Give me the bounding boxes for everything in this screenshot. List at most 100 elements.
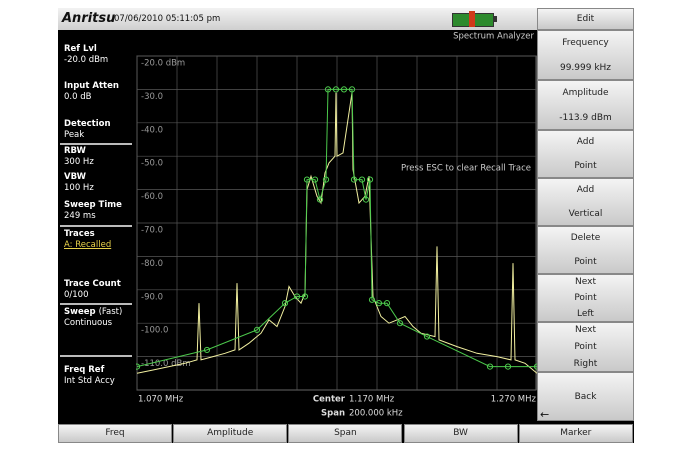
trace-point <box>316 196 324 203</box>
softkey-text: Next <box>575 325 596 336</box>
setting-value: 249 ms <box>64 211 96 221</box>
trace-point <box>486 363 494 370</box>
y-tick-label: -40.0 <box>141 125 163 135</box>
top-bar: Anritsu 07/06/2010 05:11:05 pm <box>58 8 537 30</box>
softkey-text: Point <box>574 257 597 267</box>
trace-point <box>303 176 311 183</box>
softkey-text: -113.9 dBm <box>559 112 612 123</box>
setting-label: Ref Lvl <box>64 44 97 54</box>
softkey[interactable]: Delete Point <box>537 226 634 274</box>
softkey-text: Frequency <box>562 37 609 48</box>
label-text: Detection <box>64 119 111 129</box>
softkey-text: Point <box>574 293 597 303</box>
trace-point <box>504 363 512 370</box>
trace-point <box>301 293 309 300</box>
trace-point <box>253 326 261 333</box>
y-tick-label: -30.0 <box>141 92 163 102</box>
trace-point <box>332 86 340 93</box>
softkey[interactable]: Next Point Left <box>537 274 634 322</box>
y-tick-label: -80.0 <box>141 259 163 269</box>
label-text: Freq Ref <box>64 365 105 375</box>
trace-point <box>423 333 431 340</box>
battery-tip <box>494 16 497 22</box>
center-value: 1.170 MHz <box>349 395 395 405</box>
softkey-text: Right <box>573 358 598 369</box>
annotation: Press ESC to clear Recall Trace <box>401 164 531 174</box>
trace-point <box>281 300 289 307</box>
span-value: 200.000 kHz <box>349 409 403 419</box>
setting-label: Traces <box>64 229 95 239</box>
bottom-key[interactable]: BW <box>403 424 518 443</box>
bottom-key[interactable]: Freq <box>58 424 172 443</box>
center-label: Center <box>313 395 346 405</box>
setting-value: Continuous <box>64 318 113 328</box>
setting-value: 100 Hz <box>64 183 94 193</box>
softkey[interactable]: Next Point Right <box>537 322 634 372</box>
setting-label: Sweep Time <box>64 200 122 210</box>
label-text: Trace Count <box>64 279 121 289</box>
trace <box>136 92 537 374</box>
span-label: Span <box>321 409 345 419</box>
setting-label: Detection <box>64 119 111 129</box>
x-tick-label: 1.270 MHz <box>491 395 537 405</box>
plot-area: Spectrum Analyzer -20.0 dBm -30.0 -40.0 -50… <box>136 32 537 419</box>
bottom-key[interactable]: Span <box>288 424 403 443</box>
trace-point <box>358 176 366 183</box>
setting-value: Peak <box>64 130 85 140</box>
setting-label: Sweep (Fast) <box>64 307 122 317</box>
trace-point <box>368 296 376 303</box>
bottom-key[interactable]: Marker <box>518 424 633 443</box>
softkey-text: Point <box>574 161 597 171</box>
softkey-text: Delete <box>570 233 601 243</box>
softkey[interactable]: Amplitude -113.9 dBm <box>537 80 634 130</box>
trace-point <box>366 176 374 183</box>
setting-value: 300 Hz <box>64 157 94 167</box>
setting-value: -20.0 dBm <box>64 55 109 65</box>
left-panel: Ref Lvl -20.0 dBm Input Atten 0.0 dB Detecti… <box>58 30 136 423</box>
x-tick-label: 1.070 MHz <box>138 395 184 405</box>
logo: Anritsu <box>62 11 116 26</box>
softkey-text: Add <box>576 137 595 147</box>
trace-point <box>136 363 141 370</box>
label-text: Ref Lvl <box>64 44 97 54</box>
mode-label: Spectrum Analyzer <box>453 32 534 42</box>
softkey-title: Edit <box>537 8 634 30</box>
softkey-text: Add <box>576 185 595 195</box>
trace-point <box>383 300 391 307</box>
back-arrow: ← <box>540 408 550 421</box>
setting-label: VBW <box>64 172 86 182</box>
y-tick-label: -100.0 <box>141 326 168 336</box>
y-tick-label: -20.0 dBm <box>141 59 185 69</box>
setting-label: Trace Count <box>64 279 121 289</box>
softkey-text: Amplitude <box>562 87 609 98</box>
datetime: 07/06/2010 05:11:05 pm <box>114 14 221 24</box>
softkey-text: Next <box>575 277 596 287</box>
y-tick-label: -90.0 <box>141 292 163 302</box>
y-tick-label: -60.0 <box>141 192 163 202</box>
softkey[interactable]: Add Vertical <box>537 178 634 226</box>
separator <box>60 143 132 145</box>
trace-point <box>350 176 358 183</box>
softkey[interactable]: Add Point <box>537 130 634 178</box>
label-text: RBW <box>64 146 86 156</box>
softkey[interactable]: Back <box>537 372 634 421</box>
y-tick-label: -50.0 <box>141 159 163 169</box>
label-text: VBW <box>64 172 86 182</box>
softkey-text: 99.999 kHz <box>559 62 612 73</box>
setting-label: Input Atten <box>64 81 119 91</box>
softkey[interactable]: Frequency 99.999 kHz <box>537 30 634 80</box>
trace-point <box>324 86 332 93</box>
bottom-key[interactable]: Amplitude <box>173 424 288 443</box>
setting-value: 0.0 dB <box>64 92 92 102</box>
separator <box>60 355 132 357</box>
trace-point <box>375 300 383 307</box>
label-text: Sweep <box>64 307 96 317</box>
trace-point <box>322 176 330 183</box>
y-tick-label: -70.0 <box>141 226 163 236</box>
trace-point <box>396 320 404 327</box>
softkey-text: Point <box>574 342 597 352</box>
label-text: Sweep Time <box>64 200 122 210</box>
trace-point <box>203 346 211 354</box>
y-tick-label: -110.0 dBm <box>141 359 191 369</box>
